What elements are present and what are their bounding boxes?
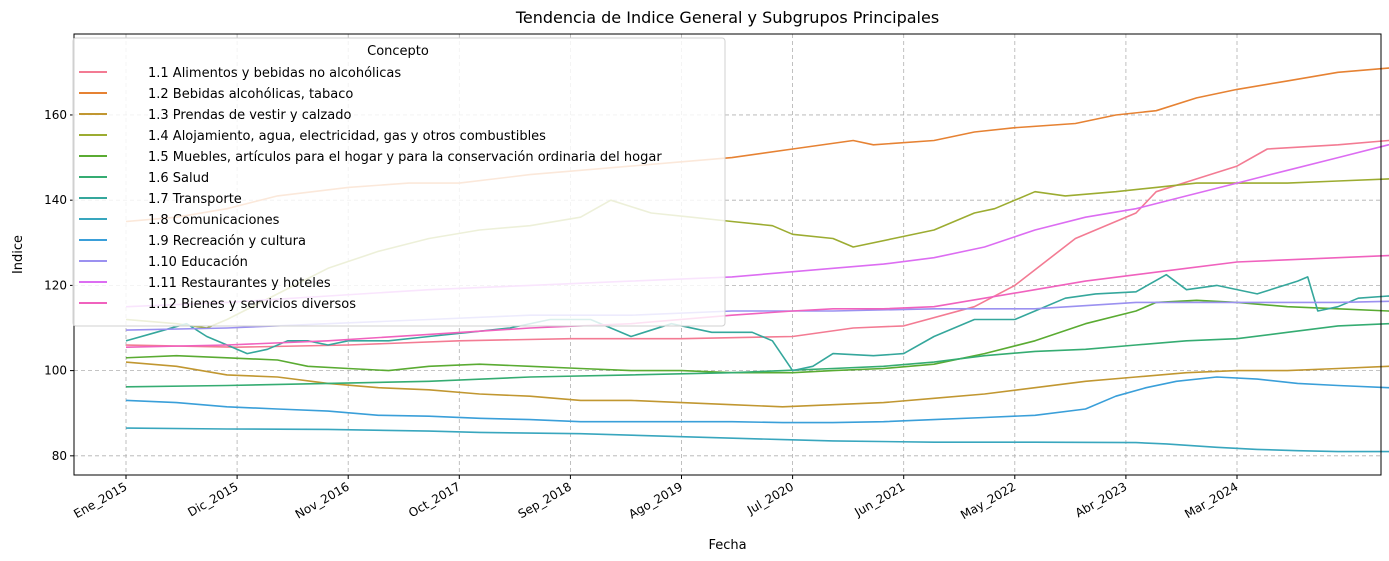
- chart-title: Tendencia de Indice General y Subgrupos …: [515, 8, 939, 27]
- x-tick-label: May_2022: [958, 479, 1018, 522]
- x-tick-label: Ago_2019: [626, 479, 685, 521]
- x-tick-label: Sep_2018: [516, 479, 574, 521]
- x-tick-label: Abr_2023: [1073, 479, 1130, 520]
- legend-entry-label: 1.3 Prendas de vestir y calzado: [148, 108, 351, 123]
- legend-entry-label: 1.4 Alojamiento, agua, electricidad, gas…: [148, 129, 546, 144]
- legend-entry-label: 1.8 Comunicaciones: [148, 213, 280, 228]
- x-tick-label: Mar_2024: [1182, 479, 1240, 521]
- series-line-7: [125, 273, 1389, 372]
- x-axis: Ene_2015 Dic_2015 Nov_2016 Oct_2017 Sep_2018…: [71, 475, 1241, 522]
- series-line-12: [125, 254, 1389, 348]
- legend-title: Concepto: [367, 44, 429, 59]
- y-axis: 80 100 120 140 160: [44, 108, 74, 463]
- series-line-1: [125, 139, 1389, 348]
- legend-entry-label: 1.11 Restaurantes y hoteles: [148, 276, 331, 291]
- y-tick-label: 80: [52, 449, 67, 463]
- x-tick-label: Nov_2016: [293, 479, 352, 521]
- legend-entry-label: 1.5 Muebles, artículos para el hogar y p…: [148, 150, 662, 165]
- legend-box: [72, 37, 726, 327]
- legend-entry-label: 1.2 Bebidas alcohólicas, tabaco: [148, 87, 353, 102]
- legend-entry-label: 1.9 Recreación y cultura: [148, 234, 306, 249]
- x-tick-label: Ene_2015: [71, 479, 129, 521]
- series-line-3: [125, 361, 1389, 408]
- series-line-8: [125, 427, 1389, 453]
- legend-entry-label: 1.1 Alimentos y bebidas no alcohólicas: [148, 66, 401, 81]
- y-tick-label: 120: [44, 278, 67, 292]
- legend: Concepto 1.1 Alimentos y bebidas no alco…: [72, 37, 726, 327]
- legend-entry-label: 1.10 Educación: [148, 255, 248, 270]
- x-axis-label: Fecha: [708, 538, 746, 553]
- y-axis-label: Indice: [11, 235, 26, 274]
- x-tick-label: Dic_2015: [185, 479, 240, 519]
- series-line-6: [125, 322, 1389, 388]
- legend-entry-label: 1.12 Bienes y servicios diversos: [148, 297, 356, 312]
- y-tick-label: 160: [44, 108, 67, 122]
- y-tick-label: 100: [44, 364, 67, 378]
- series-line-9: [125, 376, 1389, 424]
- legend-entry-label: 1.7 Transporte: [148, 192, 242, 207]
- legend-entry-label: 1.6 Salud: [148, 171, 209, 186]
- y-tick-label: 140: [44, 193, 67, 207]
- x-tick-label: Oct_2017: [406, 479, 463, 520]
- x-tick-label: Jun_2021: [851, 479, 907, 519]
- x-tick-label: Jul_2020: [744, 479, 796, 517]
